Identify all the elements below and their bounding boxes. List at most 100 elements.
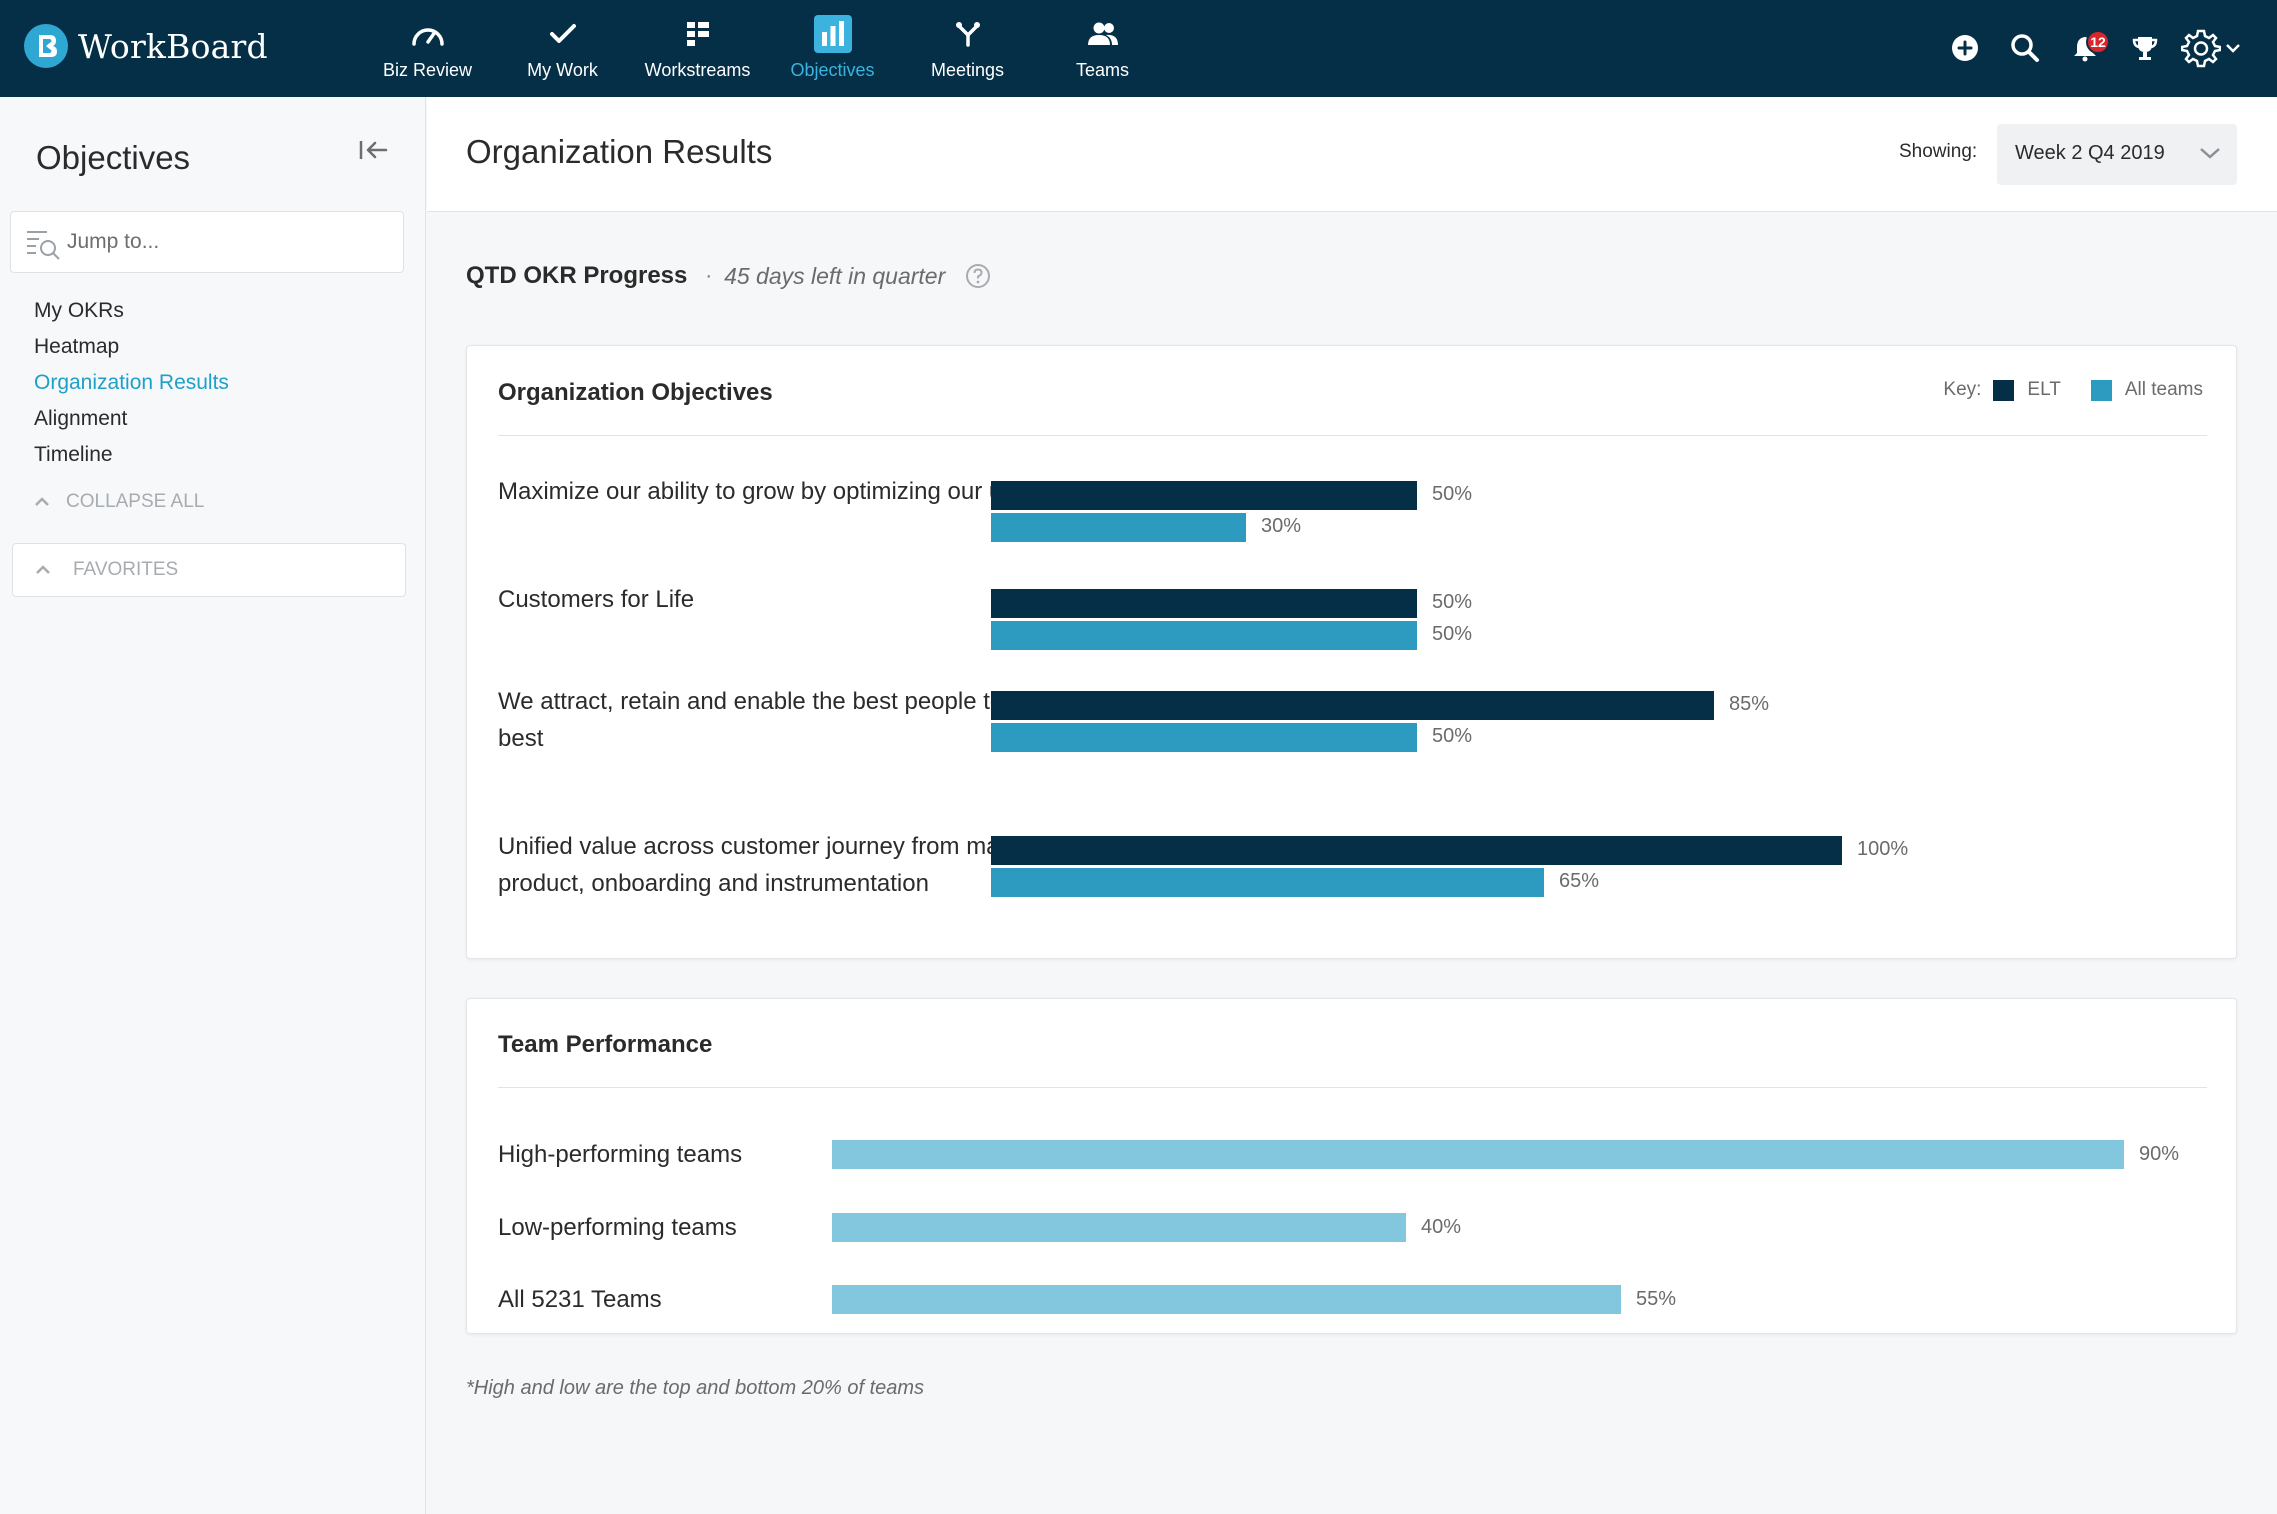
legend-label-elt: ELT <box>2027 379 2061 400</box>
percent-label: 30% <box>1261 515 1302 537</box>
sidebar: Objectives My OKRs Heatmap Organization … <box>0 97 426 1514</box>
top-navigation-bar: WorkBoard Biz Review My Work Workstreams… <box>0 0 2277 97</box>
chevron-up-icon <box>35 497 49 506</box>
collapse-all-button[interactable]: COLLAPSE ALL <box>34 491 204 513</box>
team-performance-bar <box>832 1140 2124 1169</box>
nav-label: My Work <box>527 60 598 80</box>
nav-objectives[interactable]: Objectives <box>765 0 900 97</box>
notification-badge: 12 <box>2086 30 2110 54</box>
elt-progress-bar <box>991 481 1417 510</box>
nav-label: Meetings <box>930 60 1005 80</box>
gauge-icon <box>408 14 448 54</box>
nav-teams[interactable]: Teams <box>1035 0 1170 97</box>
collapse-left-icon <box>359 141 388 159</box>
sidebar-item-my-okrs[interactable]: My OKRs <box>34 299 124 322</box>
nav-label: Objectives <box>790 60 875 80</box>
footnote: *High and low are the top and bottom 20%… <box>466 1377 925 1399</box>
sidebar-item-organization-results[interactable]: Organization Results <box>34 371 229 394</box>
search-icon <box>2011 34 2039 62</box>
nav-workstreams[interactable]: Workstreams <box>630 0 765 97</box>
divider <box>498 435 2207 436</box>
progress-header: QTD OKR Progress · 45 days left in quart… <box>466 261 991 291</box>
add-button[interactable] <box>1935 24 1995 72</box>
team-group-label: Low-performing teams <box>498 1214 737 1241</box>
people-icon <box>1083 14 1123 54</box>
percent-label: 50% <box>1432 725 1473 747</box>
legend-swatch-all-teams <box>2090 379 2112 401</box>
legend-key-label: Key: <box>1943 379 1982 400</box>
team-performance-bar <box>832 1213 1406 1242</box>
nav-meetings[interactable]: Meetings <box>900 0 1035 97</box>
favorites-label: FAVORITES <box>73 559 179 580</box>
organization-objectives-card: Organization Objectives Key: ELT All tea… <box>466 345 2237 959</box>
percent-label: 55% <box>1636 1288 1677 1310</box>
help-icon[interactable] <box>965 263 991 289</box>
sidebar-item-heatmap[interactable]: Heatmap <box>34 335 120 358</box>
percent-label: 40% <box>1421 1216 1462 1238</box>
jump-to-search[interactable] <box>10 211 404 273</box>
workboard-logo-icon <box>24 24 68 68</box>
nav-biz-review[interactable]: Biz Review <box>360 0 495 97</box>
brand[interactable]: WorkBoard <box>24 22 268 70</box>
progress-title: QTD OKR Progress <box>466 262 688 289</box>
sidebar-item-alignment[interactable]: Alignment <box>34 407 128 430</box>
days-left: 45 days left in quarter <box>724 262 946 289</box>
favorites-section[interactable]: FAVORITES <box>12 543 406 597</box>
divider <box>498 1087 2207 1088</box>
percent-label: 50% <box>1432 483 1473 505</box>
team-performance-card: Team Performance High-performing teams 90… <box>466 998 2237 1334</box>
elt-progress-bar <box>991 836 1842 865</box>
plus-circle-icon <box>1952 35 1978 61</box>
all-teams-progress-bar <box>991 621 1417 650</box>
percent-label: 100% <box>1857 838 1909 860</box>
jump-to-input[interactable] <box>67 212 387 272</box>
chevron-up-icon <box>36 565 50 574</box>
sidebar-item-timeline[interactable]: Timeline <box>34 443 113 466</box>
team-group-label: High-performing teams <box>498 1141 743 1168</box>
search-list-icon <box>27 231 60 260</box>
chevron-down-icon <box>2200 148 2220 159</box>
notifications-button[interactable]: 12 <box>2055 24 2115 72</box>
main-content: Organization Results Showing: Week 2 Q4 … <box>427 97 2277 1514</box>
bar-chart-icon <box>813 14 853 54</box>
all-teams-progress-bar <box>991 723 1417 752</box>
legend-swatch-elt <box>1993 379 2015 401</box>
collapse-all-label: COLLAPSE ALL <box>66 491 205 512</box>
legend-label-all-teams: All teams <box>2124 379 2203 400</box>
separator: · <box>705 264 713 287</box>
search-button[interactable] <box>1995 24 2055 72</box>
showing-label: Showing: <box>1899 141 1978 162</box>
nav-my-work[interactable]: My Work <box>495 0 630 97</box>
percent-label: 50% <box>1432 623 1473 645</box>
sidebar-title: Objectives <box>36 139 191 176</box>
check-icon <box>543 14 583 54</box>
app-name: WorkBoard <box>78 26 268 66</box>
achievements-button[interactable] <box>2115 24 2175 72</box>
percent-label: 85% <box>1729 693 1770 715</box>
percent-label: 50% <box>1432 591 1473 613</box>
all-teams-progress-bar <box>991 868 1544 897</box>
card-title: Organization Objectives <box>498 379 773 406</box>
meetings-icon <box>948 14 988 54</box>
percent-label: 65% <box>1559 870 1600 892</box>
team-group-label: All 5231 Teams <box>498 1286 662 1313</box>
elt-progress-bar <box>991 589 1417 618</box>
nav-label: Teams <box>1075 60 1129 80</box>
elt-progress-bar <box>991 691 1714 720</box>
sidebar-links: My OKRs Heatmap Organization Results Ali… <box>34 293 229 473</box>
objective-label[interactable]: Customers for Life <box>498 586 695 613</box>
nav-label: Biz Review <box>382 60 473 80</box>
week-selector-value: Week 2 Q4 2019 <box>2015 142 2165 164</box>
collapse-sidebar-button[interactable] <box>355 133 395 173</box>
week-selector[interactable]: Week 2 Q4 2019 <box>1997 124 2237 185</box>
percent-label: 90% <box>2139 1143 2180 1165</box>
main-nav: Biz Review My Work Workstreams Objective… <box>360 0 1170 97</box>
page-title: Organization Results <box>466 133 773 170</box>
page-header: Organization Results Showing: Week 2 Q4 … <box>427 97 2277 212</box>
gear-icon <box>2181 29 2221 68</box>
settings-menu-button[interactable] <box>2175 24 2247 72</box>
trophy-icon <box>2132 37 2158 60</box>
all-teams-progress-bar <box>991 513 1246 542</box>
workstreams-icon <box>678 14 718 54</box>
nav-actions: 12 <box>1935 24 2247 72</box>
